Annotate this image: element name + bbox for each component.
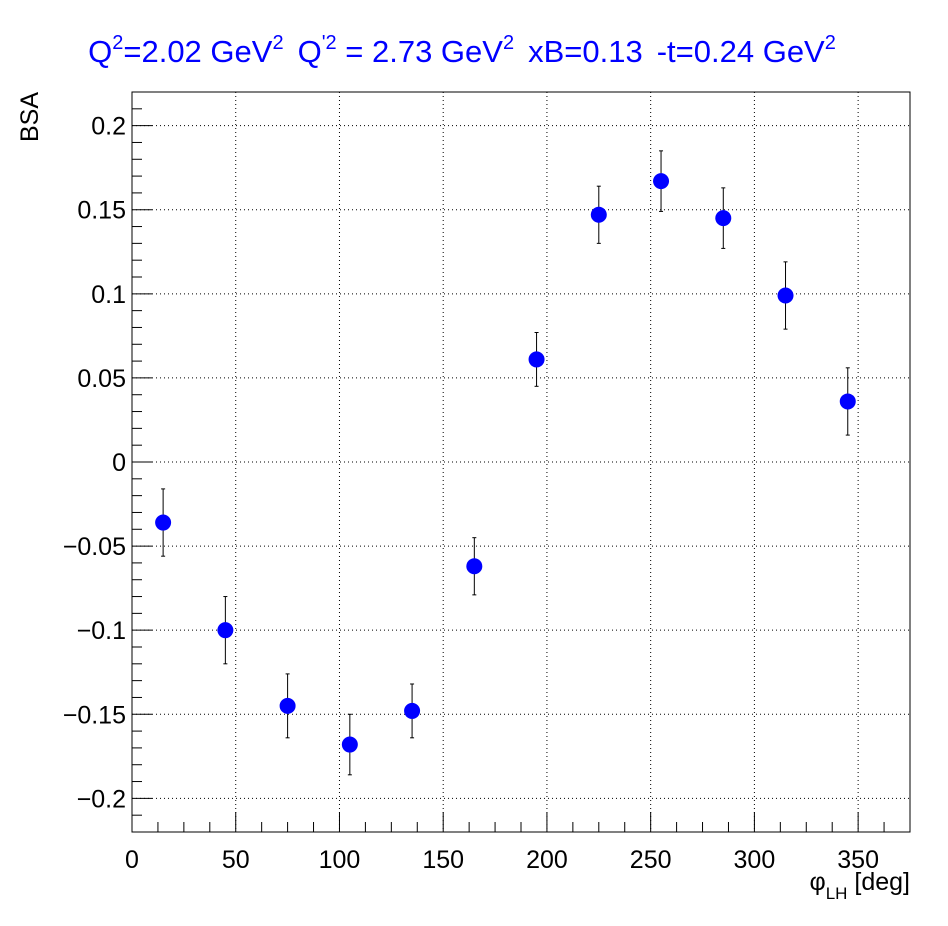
data-point [341, 736, 358, 753]
x-tick-labels: 0 50 100 150 200 250 300 350 [125, 846, 879, 874]
y-tick-label: −0.1 [77, 617, 126, 645]
axis-ticks [131, 91, 911, 833]
data-points [155, 173, 856, 753]
data-point [155, 514, 172, 531]
y-tick-labels: −0.2 −0.15 −0.1 −0.05 0 0.05 0.1 0.15 0.2 [63, 113, 126, 814]
y-axis-title: BSA [16, 92, 44, 142]
x-tick-label: 0 [125, 846, 139, 874]
x-tick-label: 250 [630, 846, 672, 874]
data-point [777, 287, 794, 304]
error-bars [161, 150, 850, 776]
x-tick-label: 100 [319, 846, 361, 874]
data-point [466, 558, 483, 575]
y-tick-label: −0.15 [63, 701, 126, 729]
x-tick-label: 50 [222, 846, 250, 874]
data-point [715, 210, 732, 227]
x-tick-label: 150 [422, 846, 464, 874]
grid [132, 92, 910, 832]
x-tick-label: 300 [734, 846, 776, 874]
x-tick-label: 350 [837, 846, 879, 874]
data-point [653, 173, 670, 190]
y-tick-label: −0.05 [63, 533, 126, 561]
y-tick-label: 0.2 [91, 113, 126, 141]
chart-title: Q2=2.02 GeV2 Q'2 = 2.73 GeV2 xB=0.13 -t=0.2… [88, 32, 836, 69]
y-tick-label: 0.15 [77, 197, 126, 225]
y-tick-label: −0.2 [77, 785, 126, 813]
x-tick-label: 200 [526, 846, 568, 874]
y-tick-label: 0.1 [91, 281, 126, 309]
data-point [839, 393, 856, 410]
x-axis-title: φLH [deg] [809, 868, 910, 903]
y-tick-label: 0.05 [77, 365, 126, 393]
data-point [590, 206, 607, 223]
data-point [528, 351, 545, 368]
y-tick-label: 0 [112, 449, 126, 477]
data-point [279, 697, 296, 714]
data-point [404, 702, 421, 719]
data-point [217, 622, 234, 639]
